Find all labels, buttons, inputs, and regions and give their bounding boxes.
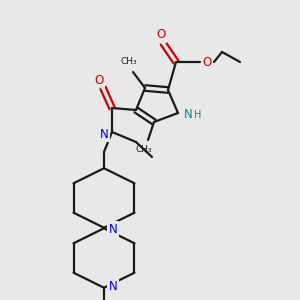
Text: CH₃: CH₃ [136, 146, 152, 154]
Text: N: N [184, 109, 192, 122]
Text: O: O [156, 28, 166, 41]
Text: H: H [194, 110, 202, 120]
Text: O: O [202, 56, 211, 68]
Text: CH₃: CH₃ [121, 58, 137, 67]
Text: N: N [109, 223, 117, 236]
Text: O: O [94, 74, 103, 86]
Text: N: N [109, 280, 117, 293]
Text: N: N [100, 128, 108, 140]
